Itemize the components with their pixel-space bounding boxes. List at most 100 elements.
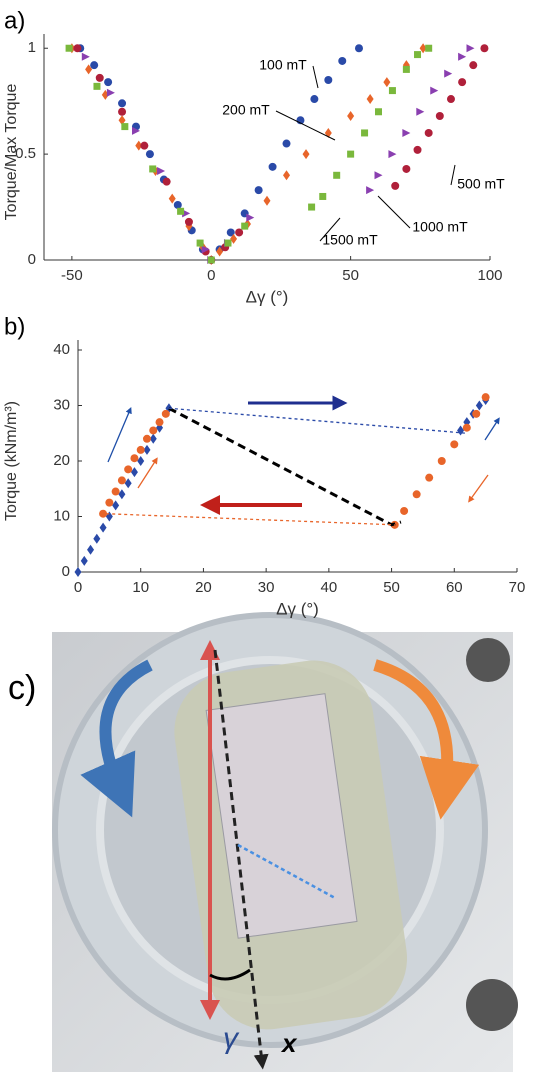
- point: [282, 139, 291, 148]
- point: [184, 217, 193, 226]
- point: [201, 245, 210, 254]
- point: [402, 65, 410, 73]
- point: [104, 78, 113, 87]
- x-tick-label: 20: [195, 579, 212, 596]
- point: [268, 162, 277, 171]
- point: [168, 193, 176, 204]
- point: [118, 107, 127, 116]
- point: [354, 44, 363, 53]
- point: [319, 192, 327, 200]
- point: [466, 44, 475, 53]
- leader-line: [450, 164, 456, 186]
- point: [338, 56, 347, 65]
- point: [131, 126, 140, 135]
- leader-line: [312, 65, 319, 89]
- point: [136, 445, 145, 454]
- point: [254, 186, 263, 195]
- point: [263, 195, 271, 206]
- point: [93, 533, 101, 544]
- point: [161, 409, 170, 418]
- point: [308, 203, 316, 211]
- point: [375, 108, 382, 116]
- point: [85, 64, 93, 75]
- series-label: 1500 mT: [322, 232, 378, 248]
- arrow: [107, 407, 132, 463]
- point: [430, 86, 439, 95]
- angle-label: γ: [223, 1022, 240, 1055]
- point: [137, 456, 145, 466]
- point: [182, 209, 191, 218]
- point: [130, 454, 139, 463]
- point: [80, 555, 88, 566]
- x-axis-label: Δγ (°): [246, 287, 289, 306]
- point: [388, 150, 397, 159]
- point: [143, 444, 151, 455]
- point: [413, 145, 422, 154]
- point: [241, 222, 249, 230]
- y-tick-label: 40: [53, 341, 70, 358]
- x-tick-label: 0: [207, 267, 215, 284]
- point: [155, 418, 164, 427]
- point: [124, 478, 132, 489]
- line: [168, 406, 402, 527]
- point: [475, 400, 483, 411]
- x-tick-label: 0: [74, 579, 82, 596]
- series-label: 1000 mT: [412, 219, 468, 235]
- point: [106, 88, 115, 97]
- point: [140, 141, 149, 150]
- point: [391, 181, 400, 190]
- point: [99, 522, 107, 533]
- x-tick-label: 10: [132, 579, 149, 596]
- point: [117, 476, 126, 485]
- point: [157, 167, 166, 176]
- series-label: 100 mT: [259, 57, 307, 73]
- point: [481, 393, 490, 402]
- arrow: [484, 417, 500, 441]
- leader-line: [275, 110, 336, 141]
- point: [425, 44, 433, 52]
- point: [366, 186, 375, 195]
- point: [402, 128, 411, 137]
- point: [73, 44, 82, 53]
- point: [283, 170, 291, 181]
- panel-label: a): [4, 7, 25, 34]
- point: [121, 123, 129, 131]
- point: [226, 228, 235, 237]
- point: [347, 111, 355, 121]
- point: [246, 213, 255, 222]
- point: [424, 128, 433, 137]
- point: [162, 177, 171, 186]
- point: [235, 228, 244, 237]
- panel-label: b): [4, 313, 25, 340]
- point: [112, 500, 120, 511]
- point: [435, 112, 444, 120]
- point: [65, 44, 73, 52]
- point: [437, 457, 446, 465]
- point: [412, 490, 421, 499]
- point: [118, 99, 127, 108]
- photo: c) γ x: [8, 612, 518, 1072]
- point: [324, 76, 333, 84]
- point: [207, 256, 215, 264]
- point: [347, 150, 355, 158]
- point: [374, 171, 383, 180]
- point: [230, 233, 238, 244]
- point: [74, 567, 82, 577]
- x-tick-label: 60: [446, 579, 463, 596]
- point: [216, 246, 224, 257]
- point: [118, 489, 126, 500]
- point: [414, 51, 422, 59]
- point: [142, 434, 151, 443]
- point: [99, 509, 108, 518]
- point: [383, 77, 391, 88]
- point: [224, 239, 232, 247]
- point: [388, 87, 396, 95]
- line: [106, 513, 395, 526]
- point: [81, 52, 90, 61]
- point: [450, 440, 459, 449]
- arrow: [468, 474, 489, 503]
- point: [361, 129, 369, 137]
- axis-label: x: [280, 1028, 298, 1058]
- y-tick-label: 0.5: [15, 145, 36, 162]
